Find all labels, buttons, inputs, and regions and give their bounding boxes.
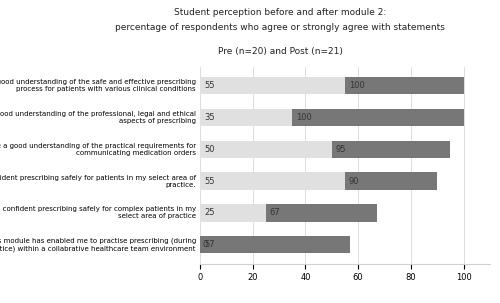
Bar bbox=[345, 77, 464, 95]
Text: 100: 100 bbox=[296, 113, 312, 122]
Bar bbox=[200, 172, 345, 190]
Bar bbox=[200, 236, 350, 253]
Text: 100: 100 bbox=[349, 81, 364, 90]
Text: 67: 67 bbox=[270, 208, 280, 217]
Text: 90: 90 bbox=[349, 177, 360, 185]
Bar bbox=[200, 141, 332, 158]
Text: 0: 0 bbox=[202, 240, 208, 249]
Text: 57: 57 bbox=[204, 240, 214, 249]
Legend: Pre-training, Post-training: Pre-training, Post-training bbox=[256, 301, 404, 303]
Text: percentage of respondents who agree or strongly agree with statements: percentage of respondents who agree or s… bbox=[115, 23, 445, 32]
Bar bbox=[292, 109, 464, 126]
Bar bbox=[200, 77, 345, 95]
Text: 55: 55 bbox=[204, 81, 214, 90]
Bar bbox=[200, 109, 292, 126]
Bar bbox=[345, 172, 438, 190]
Text: Student perception before and after module 2:: Student perception before and after modu… bbox=[174, 8, 386, 17]
Bar bbox=[266, 204, 376, 221]
Text: 35: 35 bbox=[204, 113, 214, 122]
Text: 25: 25 bbox=[204, 208, 214, 217]
Text: 50: 50 bbox=[204, 145, 214, 154]
Bar bbox=[332, 141, 450, 158]
Text: 95: 95 bbox=[336, 145, 346, 154]
Bar bbox=[200, 204, 266, 221]
Text: Pre (n=20) and Post (n=21): Pre (n=20) and Post (n=21) bbox=[218, 47, 342, 56]
Text: 55: 55 bbox=[204, 177, 214, 185]
